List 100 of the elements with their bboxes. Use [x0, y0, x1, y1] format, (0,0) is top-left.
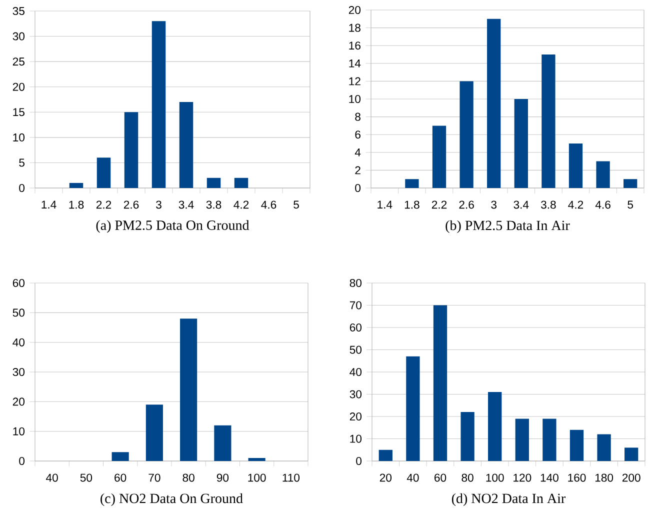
x-tick-label: 4.2 [568, 200, 584, 209]
y-tick-label: 0 [19, 456, 25, 466]
bar [597, 434, 611, 461]
y-tick-label: 20 [348, 6, 361, 14]
bar [542, 418, 556, 461]
x-tick-label: 100 [248, 474, 266, 482]
x-tick-label: 2.2 [432, 200, 447, 209]
x-tick-label: 140 [540, 474, 558, 482]
y-tick-label: 30 [12, 368, 25, 376]
bar [514, 99, 528, 188]
bar [146, 404, 163, 461]
bar [69, 182, 84, 188]
bar [214, 425, 232, 461]
x-tick-label: 5 [294, 200, 299, 209]
y-tick-label: 6 [355, 130, 360, 139]
bar [406, 356, 420, 461]
y-tick-label: 40 [12, 338, 25, 346]
x-tick-label: 180 [595, 474, 614, 482]
y-tick-label: 8 [355, 112, 360, 121]
x-tick-label: 160 [568, 474, 586, 482]
x-tick-label: 1.8 [69, 200, 84, 209]
x-tick-label: 90 [216, 474, 229, 482]
x-tick-label: 1.4 [42, 200, 56, 209]
bar [378, 450, 392, 461]
y-tick-label: 5 [19, 158, 24, 167]
x-tick-label: 40 [406, 474, 419, 482]
bar [248, 458, 266, 461]
bar [124, 112, 138, 188]
text: (b) PM2.5 Data In Air [446, 220, 570, 233]
text: (a) PM2.5 Data On Ground [96, 220, 250, 233]
x-tick-label: 200 [622, 474, 640, 482]
y-tick-label: 4 [354, 148, 361, 156]
y-tick-label: 12 [349, 77, 360, 86]
x-tick-label: 120 [514, 474, 532, 482]
x-tick-label: 3.4 [514, 200, 529, 209]
x-tick-label: 60 [114, 474, 126, 482]
x-tick-label: 1.4 [378, 200, 392, 209]
y-tick-label: 16 [349, 42, 360, 50]
x-tick-label: 40 [46, 474, 58, 482]
y-tick-label: 18 [349, 24, 360, 32]
bar [179, 102, 194, 188]
x-tick-label: 2.2 [96, 200, 112, 209]
x-tick-label: 4.6 [261, 200, 276, 209]
bar [460, 412, 474, 461]
x-tick-label: 3 [491, 200, 497, 209]
y-tick-label: 80 [350, 279, 362, 288]
bar [542, 54, 556, 188]
y-tick-label: 60 [350, 324, 362, 332]
bar [624, 179, 638, 188]
bar [405, 179, 419, 188]
y-tick-label: 0 [355, 184, 361, 192]
x-tick-label: 2.6 [459, 200, 474, 209]
y-tick-label: 2 [355, 166, 360, 174]
y-tick-label: 10 [349, 95, 361, 104]
y-tick-label: 20 [12, 398, 25, 406]
bar [234, 178, 248, 188]
bar [96, 158, 111, 188]
y-tick-label: 40 [350, 368, 362, 376]
y-tick-label: 50 [12, 308, 25, 317]
x-tick-label: 5 [628, 200, 634, 209]
bar [206, 178, 221, 188]
x-tick-label: 100 [486, 474, 504, 482]
x-tick-label: 50 [80, 474, 92, 482]
x-tick-label: 1.8 [404, 200, 420, 209]
y-tick-label: 25 [12, 58, 24, 66]
bar [433, 305, 448, 461]
bar [152, 21, 166, 188]
x-tick-label: 2.6 [124, 200, 139, 209]
x-tick-label: 3.4 [178, 200, 194, 209]
x-tick-label: 4.2 [234, 200, 249, 209]
x-tick-label: 60 [434, 474, 446, 482]
x-tick-label: 20 [380, 474, 392, 482]
x-tick-label: 3.8 [206, 200, 222, 209]
bar [568, 144, 583, 188]
bar [180, 318, 198, 461]
x-tick-label: 80 [462, 474, 474, 482]
x-tick-label: 4.6 [595, 200, 610, 209]
bar [596, 161, 610, 188]
y-tick-label: 30 [12, 32, 25, 40]
y-tick-label: 14 [349, 60, 361, 68]
y-tick-label: 60 [12, 279, 25, 288]
x-tick-label: 3 [156, 200, 162, 209]
y-tick-label: 35 [12, 7, 24, 16]
bar [432, 126, 446, 188]
x-tick-label: 80 [182, 474, 194, 482]
bar [488, 392, 502, 461]
y-tick-label: 20 [12, 82, 25, 91]
y-tick-label: 10 [13, 133, 25, 142]
x-tick-label: 3.8 [541, 200, 556, 209]
y-tick-label: 15 [13, 108, 24, 116]
text: (d) NO2 Data In Air [452, 493, 566, 506]
y-tick-label: 70 [350, 301, 362, 310]
bar [487, 18, 501, 188]
y-tick-label: 30 [350, 390, 362, 398]
y-tick-label: 10 [13, 427, 25, 436]
bar [570, 430, 584, 461]
bar [460, 81, 474, 188]
y-tick-label: 0 [356, 456, 362, 466]
y-tick-label: 20 [350, 412, 362, 421]
y-tick-label: 0 [19, 184, 25, 192]
